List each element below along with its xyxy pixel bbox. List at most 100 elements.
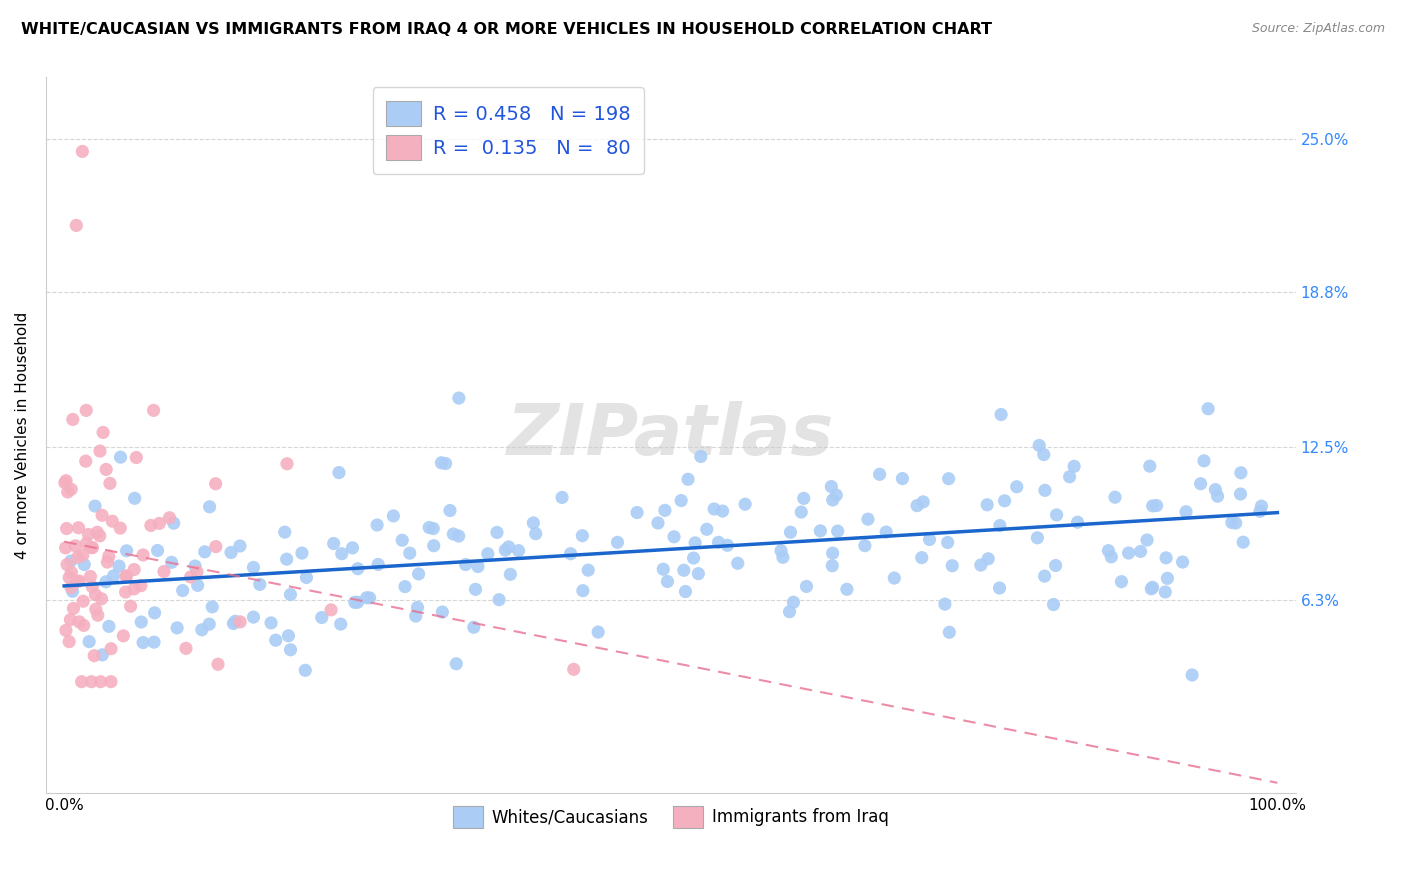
Point xyxy=(696,522,718,536)
Point xyxy=(330,547,353,561)
Point xyxy=(91,648,114,662)
Point xyxy=(115,569,138,583)
Point xyxy=(454,558,477,572)
Point xyxy=(683,536,706,550)
Point xyxy=(219,545,242,559)
Point xyxy=(941,558,963,573)
Point xyxy=(1249,504,1271,518)
Point xyxy=(821,492,844,507)
Point xyxy=(703,502,725,516)
Point xyxy=(494,543,516,558)
Point xyxy=(72,548,94,562)
Point xyxy=(1146,499,1168,513)
Point xyxy=(174,641,197,656)
Point xyxy=(970,558,993,572)
Point xyxy=(1028,438,1050,452)
Point xyxy=(770,543,793,558)
Point xyxy=(1232,535,1254,549)
Point xyxy=(129,579,152,593)
Point xyxy=(422,522,444,536)
Point xyxy=(1097,543,1119,558)
Point xyxy=(398,546,420,560)
Point xyxy=(672,563,695,577)
Point xyxy=(1140,582,1163,596)
Point xyxy=(1220,516,1243,530)
Point xyxy=(91,425,114,440)
Text: WHITE/CAUCASIAN VS IMMIGRANTS FROM IRAQ 4 OR MORE VEHICLES IN HOUSEHOLD CORRELAT: WHITE/CAUCASIAN VS IMMIGRANTS FROM IRAQ … xyxy=(21,22,993,37)
Point xyxy=(90,591,112,606)
Point xyxy=(84,602,107,616)
Point xyxy=(82,541,104,555)
Point xyxy=(1118,546,1140,560)
Point xyxy=(264,633,287,648)
Point xyxy=(80,541,103,555)
Point xyxy=(72,145,94,159)
Point xyxy=(86,525,108,540)
Point xyxy=(408,566,430,581)
Point xyxy=(229,539,252,553)
Point xyxy=(75,454,97,468)
Point xyxy=(65,219,87,233)
Point xyxy=(716,538,738,552)
Point xyxy=(60,581,83,595)
Point xyxy=(856,512,879,526)
Point xyxy=(143,606,166,620)
Text: Source: ZipAtlas.com: Source: ZipAtlas.com xyxy=(1251,22,1385,36)
Point xyxy=(551,491,574,505)
Point xyxy=(977,551,1000,566)
Point xyxy=(229,615,252,629)
Point xyxy=(707,535,730,549)
Point xyxy=(467,559,489,574)
Point xyxy=(976,498,998,512)
Point xyxy=(277,629,299,643)
Point xyxy=(406,600,429,615)
Point xyxy=(394,580,416,594)
Point xyxy=(75,403,97,417)
Point xyxy=(103,569,125,583)
Point xyxy=(793,491,815,506)
Point xyxy=(1111,574,1133,589)
Point xyxy=(652,562,675,576)
Point xyxy=(108,559,131,574)
Point xyxy=(853,539,876,553)
Point xyxy=(366,518,388,533)
Point xyxy=(67,574,90,588)
Point xyxy=(576,563,599,577)
Point xyxy=(73,618,96,632)
Point xyxy=(66,574,89,589)
Point xyxy=(58,634,80,648)
Point xyxy=(224,615,246,629)
Point xyxy=(89,529,111,543)
Point xyxy=(1066,515,1088,529)
Point xyxy=(153,565,176,579)
Point xyxy=(682,551,704,566)
Point xyxy=(328,466,350,480)
Point xyxy=(657,574,679,589)
Point xyxy=(276,552,298,566)
Point xyxy=(796,579,818,593)
Point xyxy=(727,556,749,570)
Point xyxy=(70,674,93,689)
Point xyxy=(391,533,413,548)
Point xyxy=(139,518,162,533)
Point xyxy=(662,530,685,544)
Point xyxy=(91,508,114,523)
Point xyxy=(112,629,135,643)
Point xyxy=(77,634,100,648)
Point xyxy=(571,529,593,543)
Point xyxy=(65,539,87,553)
Point xyxy=(101,514,124,528)
Point xyxy=(869,467,891,482)
Point xyxy=(1189,476,1212,491)
Point xyxy=(825,488,848,502)
Point xyxy=(311,610,333,624)
Point xyxy=(114,585,136,599)
Point xyxy=(110,450,132,465)
Point xyxy=(911,550,934,565)
Point xyxy=(80,674,103,689)
Point xyxy=(58,570,80,584)
Point xyxy=(72,594,94,608)
Point xyxy=(883,571,905,585)
Point xyxy=(73,558,96,572)
Point xyxy=(184,559,207,574)
